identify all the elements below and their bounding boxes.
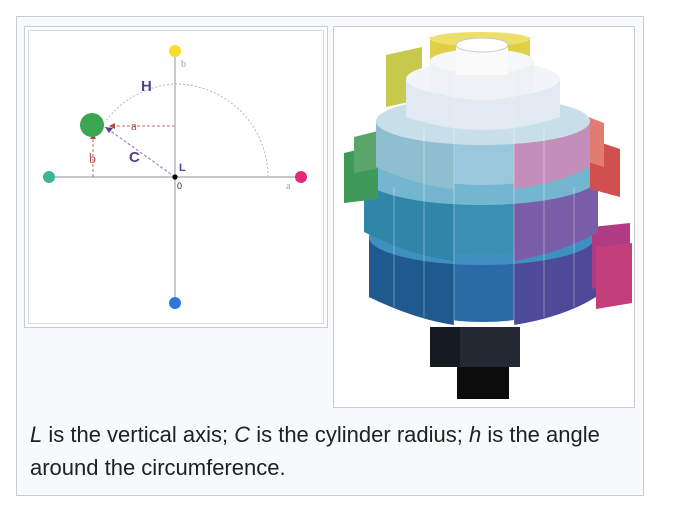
b-axis-label: b — [181, 59, 186, 70]
pink-dot — [295, 171, 307, 183]
munsell-color-solid-illustration — [344, 32, 632, 399]
a-component-label: a — [131, 118, 137, 133]
color-solid-panel[interactable] — [333, 26, 635, 408]
hue-label: H — [141, 78, 152, 95]
chroma-label: C — [129, 149, 140, 166]
hue-arc — [104, 83, 269, 178]
caption-L: L — [30, 422, 43, 447]
yellow-dot — [169, 45, 181, 57]
chroma-arrowhead — [105, 127, 113, 133]
caption-C: C — [234, 422, 251, 447]
caption-text-3: is the angle around the circumference. — [30, 422, 600, 480]
color-solid-stack — [344, 32, 632, 399]
a-axis-label: a — [286, 181, 291, 192]
lightness-label: L — [179, 162, 186, 174]
origin-point — [172, 174, 178, 180]
caption-h: h — [468, 422, 482, 447]
a-arrowhead — [109, 123, 115, 129]
teal-dot — [43, 171, 55, 183]
chroma-line — [104, 126, 176, 178]
figure-caption: L is the vertical axis; C is the cylinde… — [30, 418, 630, 484]
caption-text-1: is the vertical axis; — [42, 422, 235, 447]
green-color-dot — [80, 113, 104, 137]
lch-coordinate-diagram: b a H a b C L 0 — [43, 45, 307, 309]
caption-text-2: is the cylinder radius; — [250, 422, 469, 447]
blue-dot — [169, 297, 181, 309]
b-component-label: b — [89, 152, 96, 167]
diagram-border — [28, 30, 324, 324]
lch-diagram-panel[interactable]: b a H a b C L 0 — [24, 26, 328, 328]
origin-label: 0 — [177, 181, 182, 191]
